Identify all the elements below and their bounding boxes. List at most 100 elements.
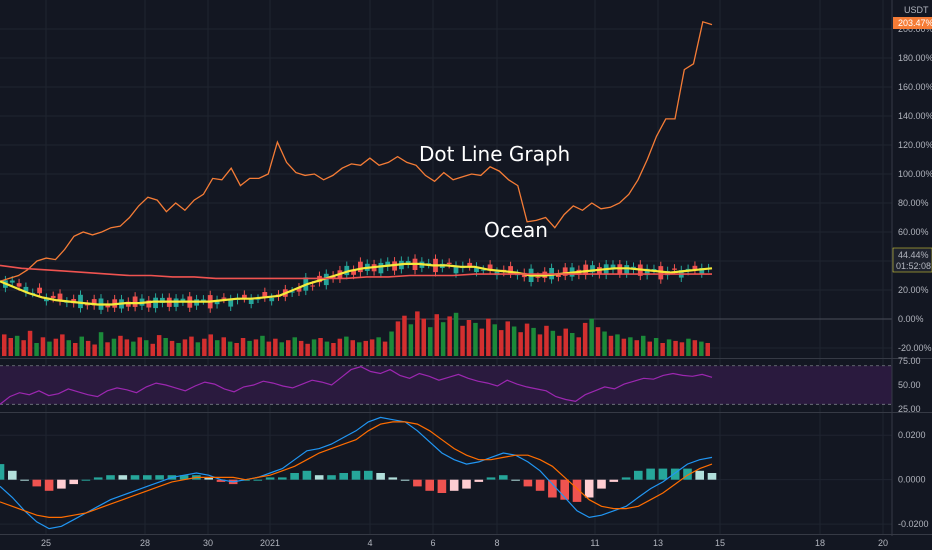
macd-histogram-bar bbox=[364, 470, 373, 480]
volume-bar bbox=[331, 343, 336, 356]
volume-bar bbox=[27, 330, 33, 356]
candle-body bbox=[344, 265, 350, 276]
time-tick-label: 11 bbox=[590, 538, 599, 548]
macd-histogram-bar bbox=[535, 479, 545, 491]
volume-bar bbox=[47, 341, 52, 356]
grid bbox=[0, 0, 892, 534]
time-tick-label: 25 bbox=[41, 538, 51, 548]
macd-histogram-bar bbox=[278, 477, 287, 480]
candle-body bbox=[91, 299, 97, 306]
macd-histogram-bar bbox=[204, 477, 213, 480]
volume-bar bbox=[53, 338, 59, 356]
rsi-pane[interactable] bbox=[0, 365, 892, 405]
volume-bar bbox=[376, 337, 381, 356]
last-compare-badge-bg bbox=[893, 17, 932, 29]
volume-bar bbox=[492, 324, 497, 356]
series-line-sma-yellow bbox=[0, 262, 713, 306]
volume-bar bbox=[415, 311, 420, 356]
price-tick-label: 120.00% bbox=[898, 140, 932, 150]
macd-axis: 0.0200 0.0000 -0.0200 bbox=[898, 430, 929, 529]
macd-histogram-bar bbox=[265, 477, 275, 480]
volume-bar bbox=[240, 338, 246, 356]
volume-bar bbox=[479, 328, 485, 356]
volume-bar bbox=[215, 340, 220, 356]
candle-body bbox=[289, 291, 295, 293]
candle-body bbox=[378, 262, 384, 274]
signal-line bbox=[0, 421, 713, 518]
volume-bar bbox=[2, 334, 7, 356]
volume-bar bbox=[369, 339, 375, 356]
countdown-label: 01:52:08 bbox=[896, 261, 931, 271]
macd-histogram-bar bbox=[621, 477, 631, 480]
rsi-tick-label: 25.00 bbox=[898, 404, 921, 414]
time-tick-label: 15 bbox=[715, 538, 725, 548]
candle-body bbox=[78, 294, 83, 309]
series-line-sma-red bbox=[0, 264, 712, 280]
macd-pane[interactable] bbox=[0, 416, 717, 530]
macd-histogram-bar bbox=[670, 468, 680, 480]
volume-bar bbox=[318, 338, 323, 356]
candle-body bbox=[487, 264, 493, 270]
volume-bar bbox=[524, 323, 530, 356]
candle-body bbox=[692, 265, 698, 270]
volume-bar bbox=[428, 327, 433, 356]
volume-bar bbox=[344, 336, 349, 356]
volume-bar bbox=[60, 334, 65, 356]
volume-bar bbox=[247, 340, 252, 356]
macd-histogram-bar bbox=[548, 479, 557, 498]
volume-bar bbox=[227, 341, 233, 356]
macd-histogram-bar bbox=[106, 475, 115, 480]
volume-bar bbox=[699, 341, 704, 356]
macd-histogram-bar bbox=[658, 468, 668, 480]
volume-bar bbox=[382, 341, 388, 356]
candle-body bbox=[146, 300, 152, 308]
candle-body bbox=[583, 264, 589, 275]
volume-bar bbox=[150, 343, 155, 356]
candle-body bbox=[23, 286, 29, 293]
volume-bar bbox=[453, 312, 459, 356]
volume-bar bbox=[395, 321, 401, 356]
candle-body bbox=[214, 300, 220, 305]
price-tick-label: 60.00% bbox=[898, 227, 929, 237]
volume-bar bbox=[660, 343, 665, 356]
volume-bar bbox=[111, 338, 117, 356]
volume-bar bbox=[615, 334, 620, 356]
volume-bar bbox=[137, 337, 142, 356]
volume-bar bbox=[511, 326, 517, 356]
volume-bar bbox=[337, 338, 343, 356]
time-tick-label: 30 bbox=[203, 538, 213, 548]
macd-histogram-bar bbox=[437, 479, 447, 493]
macd-histogram-bar bbox=[376, 473, 385, 480]
price-pane[interactable] bbox=[0, 20, 892, 356]
macd-histogram-bar bbox=[523, 479, 533, 487]
volume-bar bbox=[73, 343, 78, 356]
volume-bar bbox=[641, 335, 646, 356]
candle-body bbox=[651, 269, 657, 270]
macd-histogram-bar bbox=[511, 479, 520, 481]
volume-bar bbox=[66, 340, 71, 356]
volume-bar bbox=[563, 328, 568, 356]
macd-histogram-bar bbox=[449, 479, 459, 491]
volume-bar bbox=[182, 339, 188, 356]
annotation-ocean: Ocean bbox=[484, 218, 548, 242]
candle-body bbox=[644, 268, 650, 276]
macd-histogram-bar bbox=[695, 470, 704, 480]
volume-bar bbox=[570, 333, 575, 356]
volume-bar bbox=[286, 340, 291, 356]
volume-bar bbox=[169, 340, 175, 356]
price-tick-label: 100.00% bbox=[898, 169, 932, 179]
macd-histogram-bar bbox=[0, 464, 5, 480]
macd-histogram-bar bbox=[327, 475, 336, 480]
rsi-tick-label: 50.00 bbox=[898, 380, 921, 390]
volume-bar bbox=[608, 335, 614, 356]
macd-histogram-bar bbox=[400, 479, 410, 481]
macd-histogram-bar bbox=[474, 479, 484, 482]
macd-line bbox=[0, 416, 713, 530]
time-tick-label: 13 bbox=[653, 538, 663, 548]
time-axis[interactable]: 25 28 30 2021 4 6 8 11 13 15 18 20 bbox=[41, 538, 888, 548]
candle-body bbox=[221, 297, 227, 299]
macd-histogram-bar bbox=[8, 470, 17, 480]
candle-body bbox=[132, 296, 138, 307]
volume-bar bbox=[576, 337, 581, 356]
